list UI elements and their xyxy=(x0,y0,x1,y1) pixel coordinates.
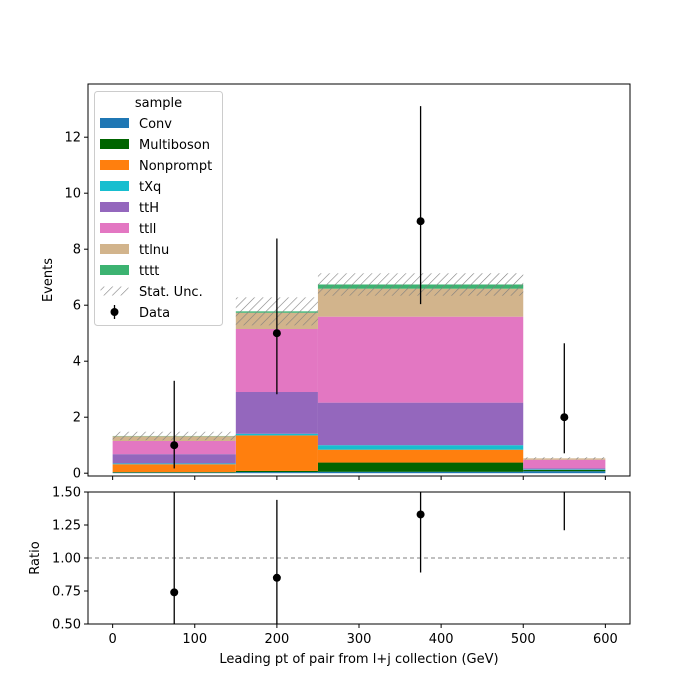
legend-label: Multiboson xyxy=(139,138,210,153)
legend-item-ttll: ttll xyxy=(100,222,156,237)
bar-ttll-bin-2 xyxy=(317,316,524,403)
legend-label: tXq xyxy=(139,180,161,195)
series-conv xyxy=(112,471,606,474)
data-point-1 xyxy=(272,329,281,338)
ratio-y-tick-label: 1.50 xyxy=(52,486,81,501)
bar-conv-bin-3 xyxy=(523,471,606,474)
x-tick-label: 300 xyxy=(347,632,372,647)
legend-swatch xyxy=(100,223,129,233)
legend: sample Conv Multiboson Nonprompt tXq ttH ttll… xyxy=(94,91,223,326)
bar-txq-bin-2 xyxy=(317,445,524,450)
legend-item-txq: tXq xyxy=(100,180,161,195)
ratio-points xyxy=(170,198,568,624)
stat-unc-bin-3 xyxy=(523,457,606,460)
legend-item-tttt: tttt xyxy=(100,264,159,279)
legend-label: Stat. Unc. xyxy=(139,285,203,300)
legend-item-nonprompt: Nonprompt xyxy=(100,159,212,174)
legend-label: ttlnu xyxy=(139,243,169,258)
data-points xyxy=(170,106,569,469)
x-axis-label: Leading pt of pair from l+j collection (… xyxy=(219,652,498,667)
x-tick-label: 400 xyxy=(429,632,454,647)
legend-swatch xyxy=(100,139,129,149)
main-y-tick-label: 0 xyxy=(73,467,81,482)
data-point-3 xyxy=(560,413,569,422)
legend-swatch xyxy=(100,160,129,170)
legend-swatch xyxy=(100,118,129,128)
main-y-tick-label: 6 xyxy=(73,299,81,314)
ratio-y-tick-label: 0.75 xyxy=(52,585,81,600)
bar-txq-bin-3 xyxy=(523,469,606,470)
legend-label: Data xyxy=(139,306,170,321)
bar-conv-bin-1 xyxy=(235,472,318,474)
main-y-tick-label: 4 xyxy=(73,355,81,370)
legend-label: Nonprompt xyxy=(139,159,212,174)
bar-tth-bin-1 xyxy=(235,392,318,434)
legend-swatch-marker xyxy=(110,308,119,316)
bar-nonprompt-bin-1 xyxy=(235,435,318,471)
main-y-tick-label: 10 xyxy=(64,187,81,202)
bar-tth-bin-2 xyxy=(317,402,524,446)
bar-multiboson-bin-2 xyxy=(317,462,524,472)
ratio-point-3 xyxy=(560,198,568,206)
legend-label: ttll xyxy=(139,222,156,237)
ratio-y-tick-label: 1.25 xyxy=(52,519,81,534)
legend-label: Conv xyxy=(139,117,172,132)
bar-multiboson-bin-0 xyxy=(112,472,236,473)
series-nonprompt xyxy=(112,435,524,473)
ratio-y-tick-label: 0.50 xyxy=(52,618,81,633)
legend-item-stat-unc: Stat. Unc. xyxy=(99,285,203,300)
ratio-y-tick-label: 1.00 xyxy=(52,552,81,567)
legend-item-multiboson: Multiboson xyxy=(100,138,210,153)
ratio-plot-frame xyxy=(87,491,631,625)
bar-conv-bin-0 xyxy=(112,472,236,474)
bar-nonprompt-bin-2 xyxy=(317,449,524,463)
legend-item-tth: ttH xyxy=(100,201,159,216)
x-tick-label: 100 xyxy=(182,632,207,647)
legend-swatch xyxy=(100,265,129,275)
data-point-0 xyxy=(170,441,179,450)
ratio-point-1 xyxy=(272,573,281,582)
legend-item-data: Data xyxy=(110,305,170,321)
legend-swatch xyxy=(100,202,129,212)
series-multiboson xyxy=(112,462,606,473)
main-y-tick-label: 12 xyxy=(64,131,81,146)
legend-item-conv: Conv xyxy=(100,117,172,132)
y-axis-label-ratio: Ratio xyxy=(28,541,43,574)
series-ttll xyxy=(112,316,606,469)
bar-tth-bin-3 xyxy=(523,468,606,470)
main-y-tick-label: 2 xyxy=(73,411,81,426)
x-tick-label: 200 xyxy=(264,632,289,647)
x-tick-label: 500 xyxy=(511,632,536,647)
ratio-panel: 0 100 200 300 400 500 6000.500.751.001.251.50 … xyxy=(28,198,631,667)
legend-item-ttlnu: ttlnu xyxy=(100,243,169,258)
bar-ttll-bin-3 xyxy=(523,459,606,469)
data-point-2 xyxy=(416,217,425,226)
legend-label: ttH xyxy=(139,201,159,216)
bar-multiboson-bin-1 xyxy=(235,470,318,473)
main-y-tick-label: 8 xyxy=(73,243,81,258)
legend-swatch xyxy=(100,181,129,191)
x-tick-label: 600 xyxy=(593,632,618,647)
ratio-point-0 xyxy=(170,588,179,597)
x-tick-label: 0 xyxy=(108,632,116,647)
y-axis-label-events: Events xyxy=(41,258,56,302)
ratio-point-2 xyxy=(416,510,425,519)
legend-label: tttt xyxy=(139,264,159,279)
bar-multiboson-bin-3 xyxy=(523,469,606,472)
legend-swatch xyxy=(99,285,130,297)
legend-swatch xyxy=(100,244,129,254)
bar-txq-bin-1 xyxy=(235,433,318,436)
legend-title: sample xyxy=(135,96,182,111)
series-tth xyxy=(112,392,606,470)
main-panel: 0 2 4 6 8 10 12 Events sample Conv Multiboson No… xyxy=(41,83,631,482)
bar-conv-bin-2 xyxy=(317,471,524,474)
